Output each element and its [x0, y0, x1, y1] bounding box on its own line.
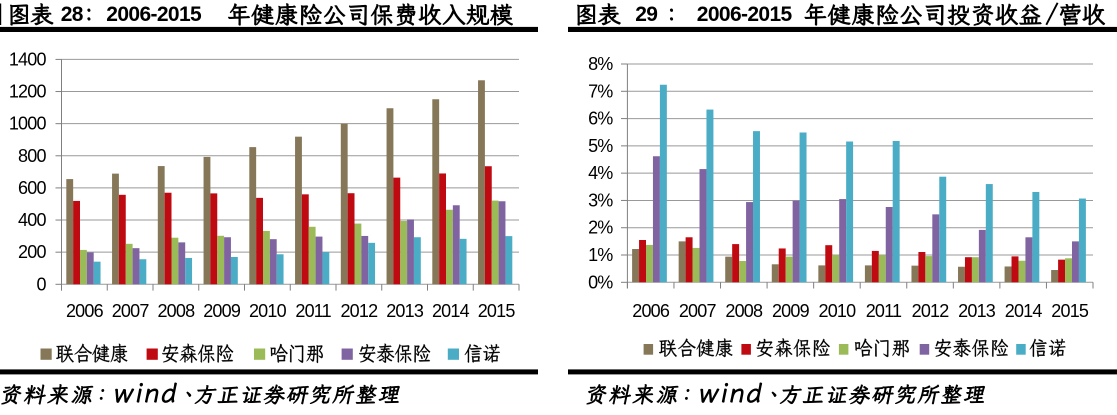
svg-text:0: 0 [36, 274, 46, 294]
svg-text:29: 29 [635, 3, 657, 26]
svg-text:2013: 2013 [386, 301, 424, 321]
svg-text:2010: 2010 [249, 301, 287, 321]
svg-text:2014: 2014 [1005, 301, 1043, 321]
svg-text:2015: 2015 [1051, 301, 1089, 321]
svg-text:2007: 2007 [679, 301, 717, 321]
svg-text:2011: 2011 [866, 301, 902, 321]
svg-text:2013: 2013 [958, 301, 996, 321]
svg-text:2008: 2008 [725, 301, 763, 321]
svg-text:5%: 5% [588, 136, 613, 156]
svg-text:8%: 8% [588, 54, 613, 74]
svg-text:200: 200 [18, 242, 46, 262]
svg-text:2006: 2006 [66, 301, 104, 321]
svg-text:1200: 1200 [9, 82, 47, 102]
svg-text:2006-2015: 2006-2015 [106, 3, 202, 26]
svg-text:2006: 2006 [632, 301, 670, 321]
svg-text:800: 800 [18, 146, 46, 166]
svg-text:400: 400 [18, 210, 46, 230]
svg-text:7%: 7% [588, 81, 613, 101]
svg-text:0%: 0% [588, 272, 613, 292]
svg-text:1%: 1% [588, 245, 613, 265]
svg-text:6%: 6% [588, 109, 613, 129]
svg-text:2%: 2% [588, 218, 613, 238]
svg-text:2008: 2008 [157, 301, 195, 321]
svg-text:2011: 2011 [295, 301, 331, 321]
svg-text:2009: 2009 [772, 301, 810, 321]
svg-text:4%: 4% [588, 163, 613, 183]
svg-text:2014: 2014 [432, 301, 470, 321]
svg-text:600: 600 [18, 178, 46, 198]
svg-text:2007: 2007 [112, 301, 150, 321]
svg-text:28: 28 [61, 3, 84, 26]
svg-text:2015: 2015 [478, 301, 516, 321]
svg-text:2010: 2010 [818, 301, 856, 321]
svg-text:1400: 1400 [9, 49, 47, 69]
svg-text:2009: 2009 [203, 301, 241, 321]
svg-text:1000: 1000 [9, 114, 47, 134]
svg-text:2012: 2012 [340, 301, 378, 321]
svg-text:3%: 3% [588, 190, 613, 210]
svg-text:2006-2015: 2006-2015 [697, 3, 793, 26]
svg-text:2012: 2012 [912, 301, 950, 321]
